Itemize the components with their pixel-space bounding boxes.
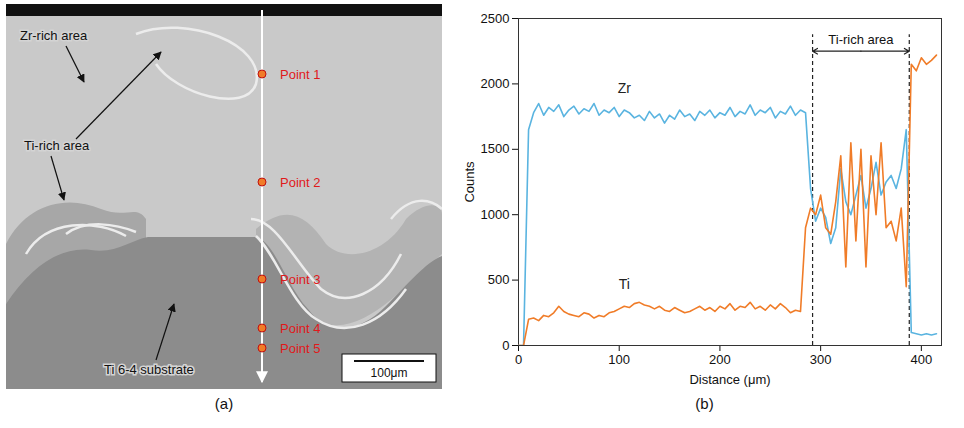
svg-text:100μm: 100μm: [371, 366, 408, 380]
svg-text:Zr-rich area: Zr-rich area: [20, 28, 88, 43]
svg-text:Point 4: Point 4: [280, 321, 320, 336]
svg-text:1500: 1500: [481, 141, 510, 156]
svg-text:Ti-rich area: Ti-rich area: [828, 32, 894, 47]
svg-text:Counts: Counts: [462, 161, 477, 203]
svg-text:300: 300: [810, 352, 832, 367]
svg-text:Point 3: Point 3: [280, 272, 320, 287]
svg-text:100: 100: [608, 352, 630, 367]
svg-text:Distance (μm): Distance (μm): [689, 372, 770, 387]
svg-text:Point 5: Point 5: [280, 341, 320, 356]
svg-text:Point 1: Point 1: [280, 67, 320, 82]
svg-text:Ti: Ti: [619, 276, 630, 292]
svg-text:500: 500: [488, 272, 510, 287]
svg-text:2500: 2500: [481, 11, 510, 26]
html-text:(b): (b): [695, 395, 714, 412]
svg-text:Point 2: Point 2: [280, 175, 320, 190]
svg-text:1000: 1000: [481, 207, 510, 222]
html-text:(a): (a): [214, 395, 234, 412]
svg-text:0: 0: [502, 338, 509, 353]
svg-text:0: 0: [515, 352, 522, 367]
svg-text:200: 200: [709, 352, 731, 367]
svg-text:400: 400: [911, 352, 933, 367]
svg-text:Zr: Zr: [618, 80, 632, 96]
svg-text:Ti 6-4 substrate: Ti 6-4 substrate: [104, 362, 194, 377]
svg-text:Ti-rich area: Ti-rich area: [24, 138, 90, 153]
svg-text:2000: 2000: [481, 76, 510, 91]
